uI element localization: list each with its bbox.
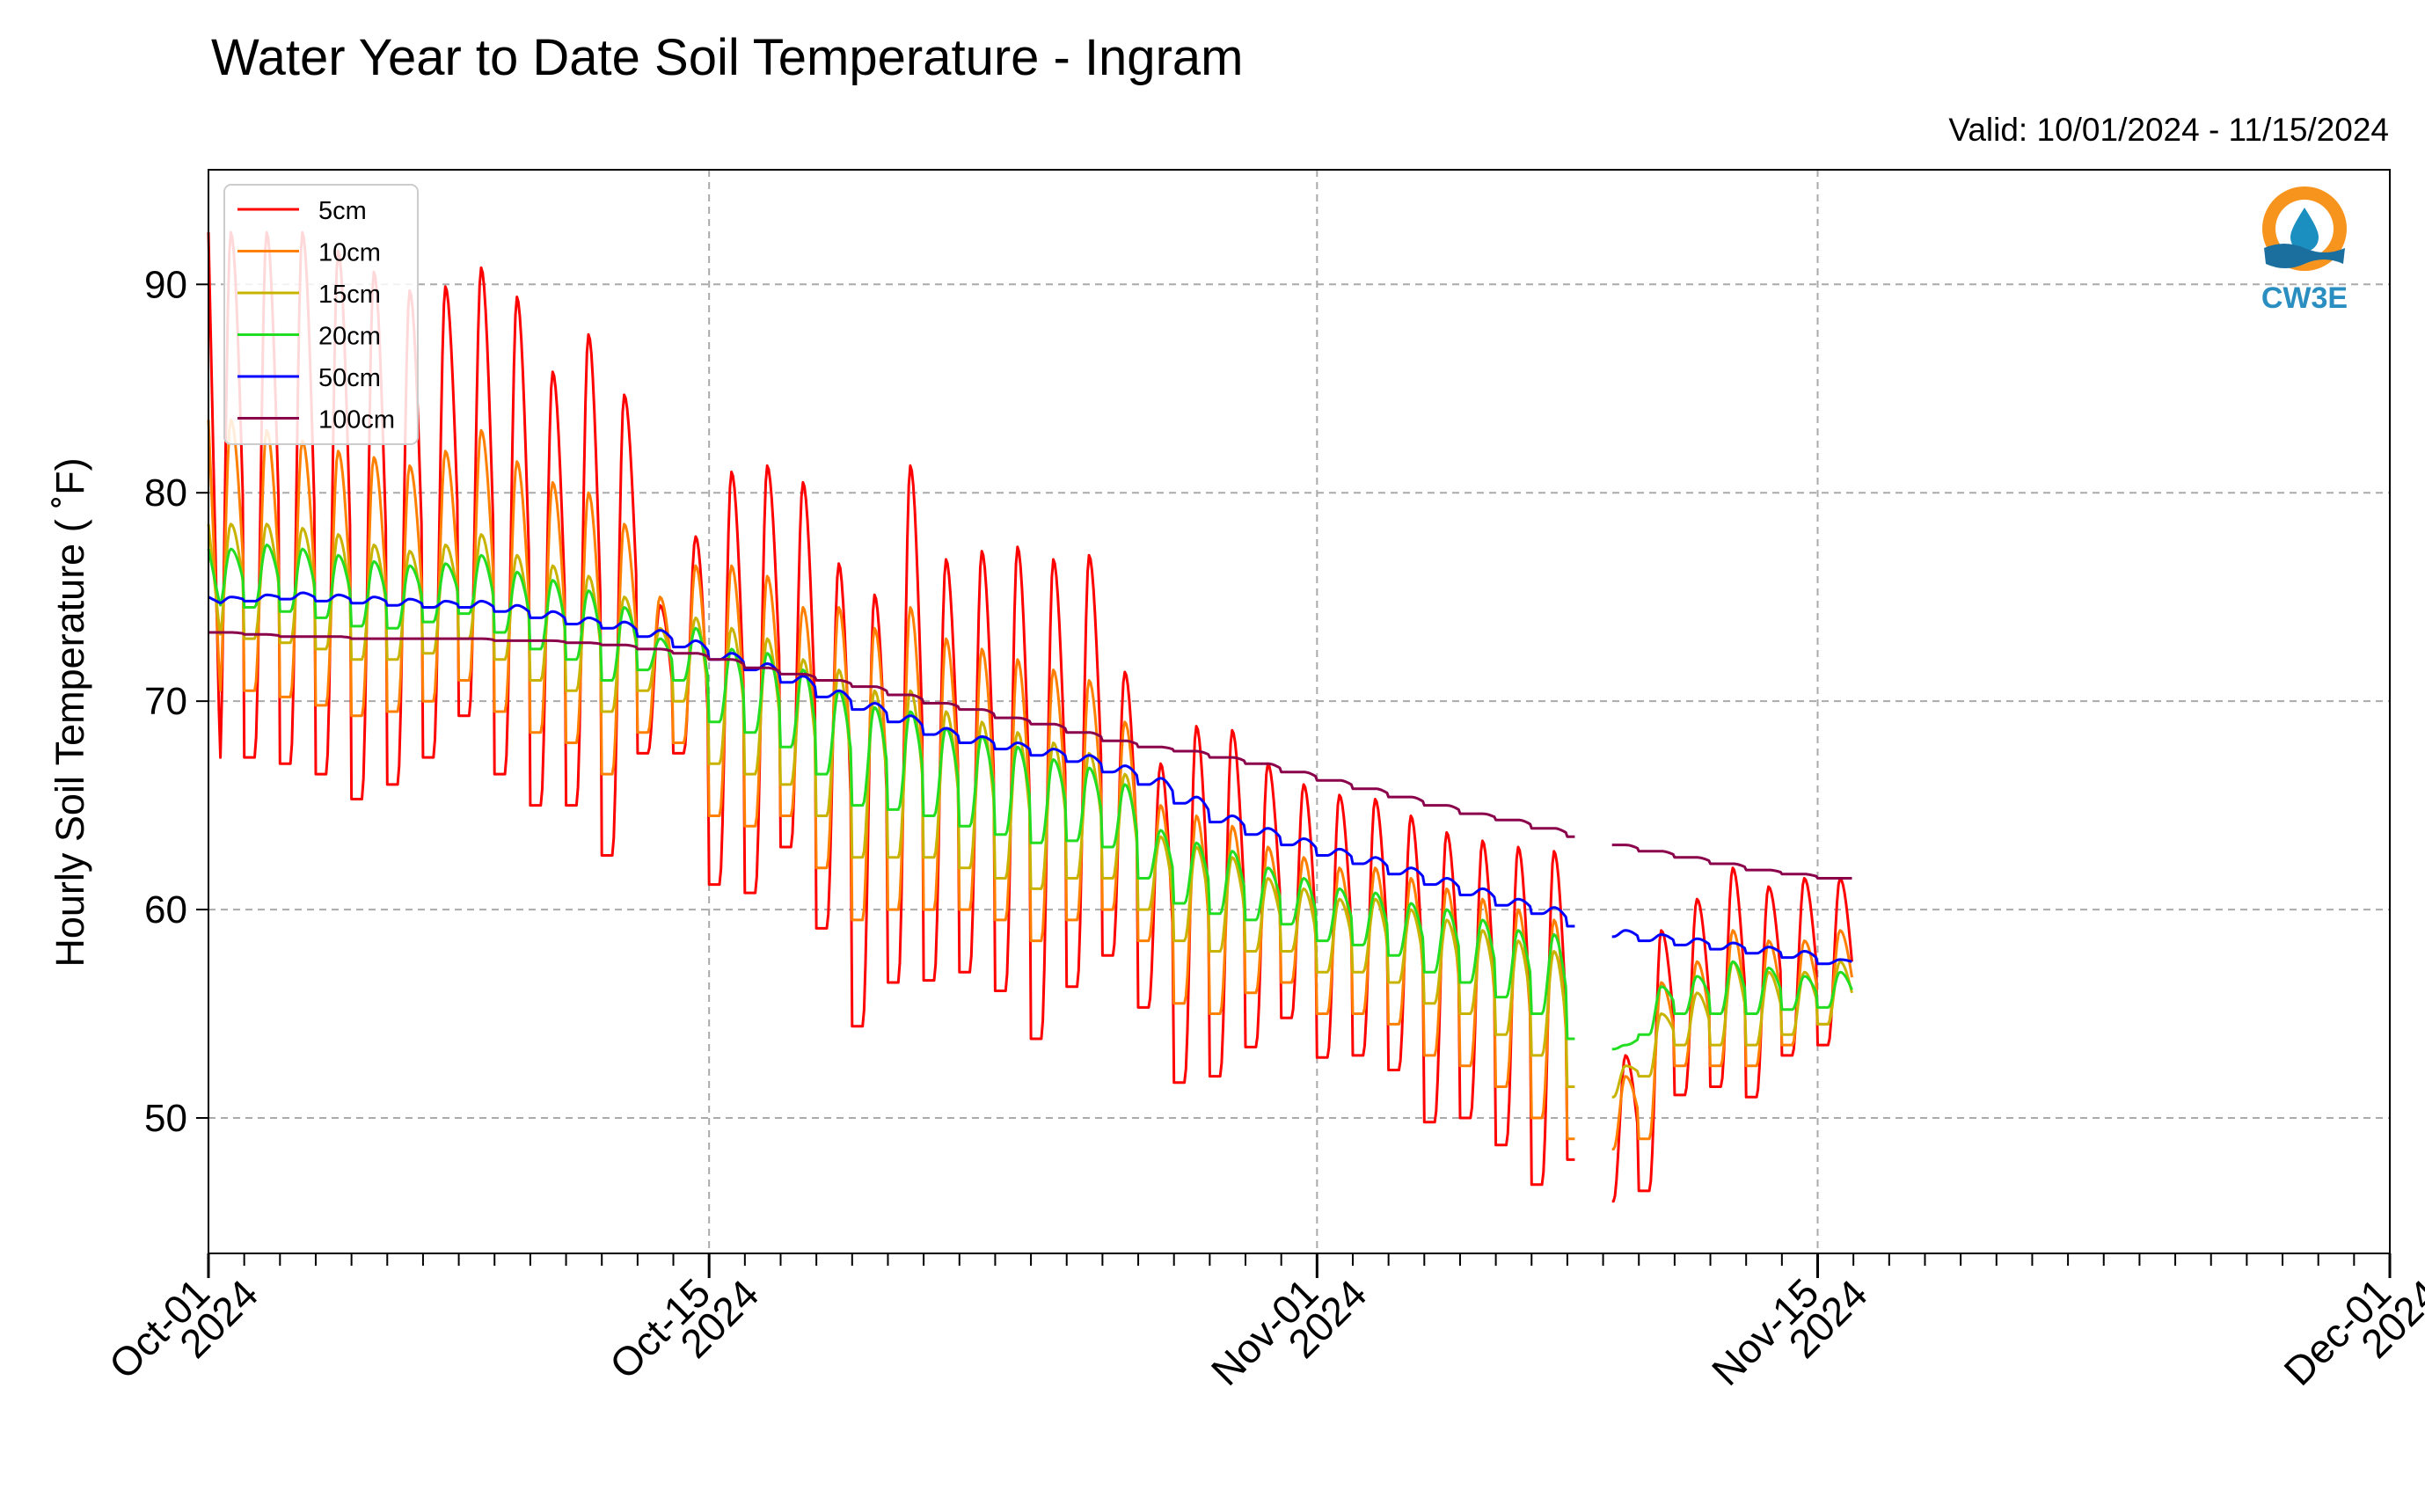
legend-label: 50cm xyxy=(318,364,381,392)
legend-label: 5cm xyxy=(318,197,367,225)
legend-label: 15cm xyxy=(318,281,381,309)
wave-icon xyxy=(2264,244,2345,268)
y-tick-label: 60 xyxy=(144,888,187,931)
chart-title: Water Year to Date Soil Temperature - In… xyxy=(211,29,1243,86)
legend-label: 10cm xyxy=(318,239,381,267)
y-tick-label: 70 xyxy=(144,680,187,723)
chart-subtitle: Valid: 10/01/2024 - 11/15/2024 xyxy=(1948,112,2389,148)
series-line-20cm xyxy=(207,544,1853,1051)
legend-box xyxy=(223,184,419,445)
y-tick-label: 80 xyxy=(144,471,187,515)
legend: 5cm 10cm 15cm 20cm 50cm 100cm xyxy=(223,184,419,445)
cw3e-logo: CW3E xyxy=(2261,186,2348,315)
y-axis-ticks: 50 60 70 80 90 xyxy=(144,263,208,1140)
logo-text: CW3E xyxy=(2261,281,2348,315)
water-drop-icon xyxy=(2290,208,2319,252)
y-tick-label: 90 xyxy=(144,263,187,306)
legend-label: 20cm xyxy=(318,323,381,351)
y-axis-label: Hourly Soil Temperature ( ˚F) xyxy=(47,457,92,967)
legend-label: 100cm xyxy=(318,406,395,435)
series-line-100cm xyxy=(208,631,1852,880)
plot-frame xyxy=(208,169,2391,1254)
series-line-5cm xyxy=(207,230,1853,1203)
y-tick-label: 50 xyxy=(144,1097,187,1140)
series-line-50cm xyxy=(208,591,1852,966)
series-lines xyxy=(207,230,1853,1203)
